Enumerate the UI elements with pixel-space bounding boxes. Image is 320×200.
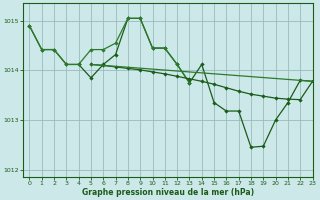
X-axis label: Graphe pression niveau de la mer (hPa): Graphe pression niveau de la mer (hPa) <box>82 188 254 197</box>
